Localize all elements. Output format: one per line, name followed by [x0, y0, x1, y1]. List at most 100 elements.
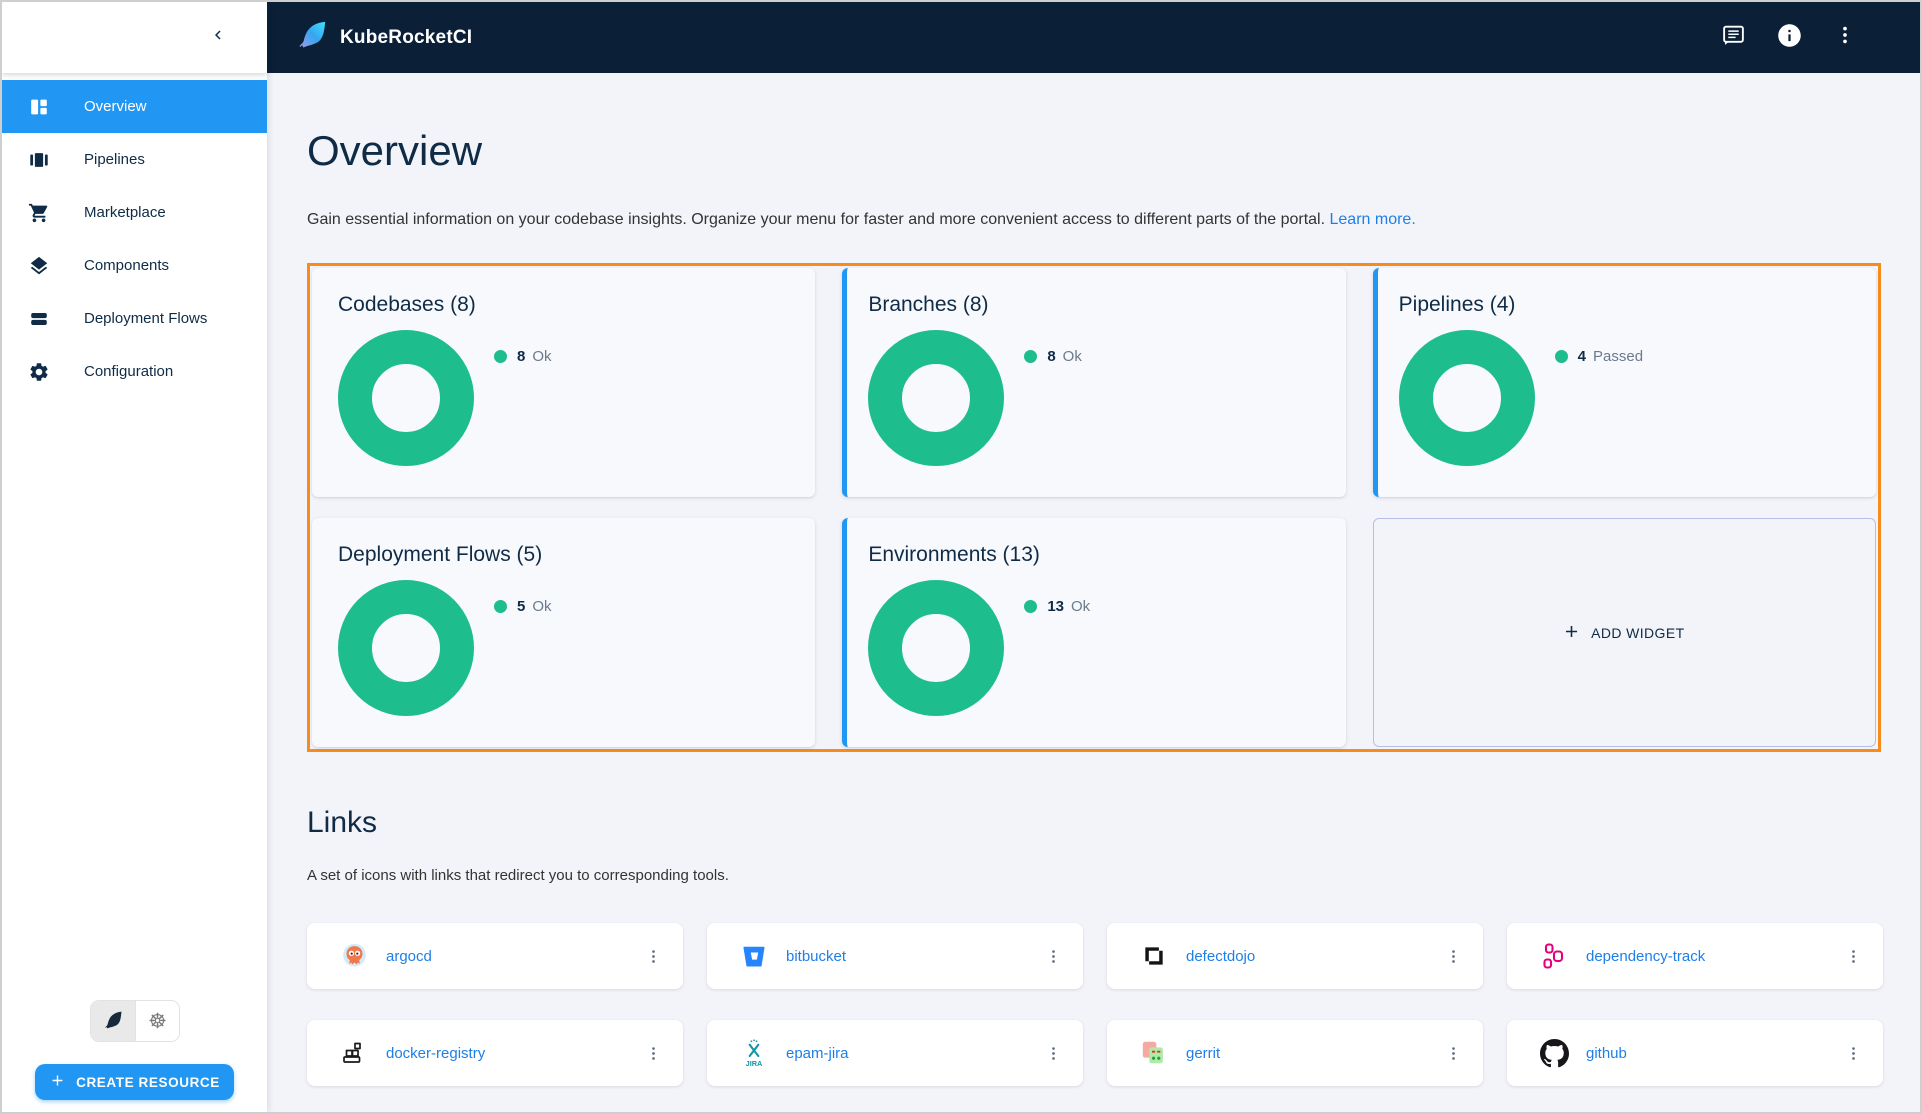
layers-icon	[27, 254, 51, 278]
sidebar-header	[2, 2, 267, 73]
link-name[interactable]: docker-registry	[386, 1045, 485, 1062]
shopping-cart-icon	[27, 201, 51, 225]
link-card-dependency-track: dependency-track	[1507, 923, 1883, 989]
link-card-argocd: argocd	[307, 923, 683, 989]
link-kebab-menu[interactable]	[1843, 1043, 1863, 1063]
link-name[interactable]: gerrit	[1186, 1045, 1220, 1062]
legend-count: 8	[1047, 348, 1055, 365]
links-grid: argocd bitbucket defectdojo	[307, 923, 1883, 1086]
legend-label: Passed	[1593, 348, 1643, 365]
kebab-menu-icon	[1834, 24, 1856, 51]
pipelines-icon	[27, 148, 51, 172]
link-card-epam-jira: JIRA epam-jira	[707, 1020, 1083, 1086]
sidebar-item-label: Pipelines	[84, 151, 145, 168]
more-menu-button[interactable]	[1832, 25, 1858, 51]
widget-title: Deployment Flows (5)	[338, 542, 787, 568]
add-widget-button[interactable]: ADD WIDGET	[1373, 518, 1876, 747]
widget-title: Pipelines (4)	[1399, 292, 1848, 318]
chart-legend: 4 Passed	[1555, 348, 1643, 365]
link-kebab-menu[interactable]	[643, 946, 663, 966]
gerrit-diff-icon	[1139, 1038, 1169, 1068]
learn-more-link[interactable]: Learn more.	[1330, 211, 1416, 228]
legend-count: 8	[517, 348, 525, 365]
legend-dot	[494, 600, 507, 613]
donut-ring	[868, 330, 1004, 466]
sidebar-item-label: Marketplace	[84, 204, 166, 221]
feedback-chat-button[interactable]	[1720, 25, 1746, 51]
widgets-edit-region: Codebases (8) 8 Ok Branches (8) 8	[307, 263, 1881, 752]
sidebar: Overview Pipelines Marketplace Component…	[2, 2, 267, 1112]
container-stack-icon	[339, 1038, 369, 1068]
dashboard-icon	[27, 95, 51, 119]
app-window: Overview Pipelines Marketplace Component…	[0, 0, 1922, 1114]
legend-count: 5	[517, 598, 525, 615]
stacked-bars-icon	[27, 307, 51, 331]
plus-icon	[49, 1072, 66, 1092]
info-button[interactable]	[1776, 25, 1802, 51]
sidebar-item-overview[interactable]: Overview	[2, 80, 267, 133]
bitbucket-icon	[739, 941, 769, 971]
page-description-text: Gain essential information on your codeb…	[307, 211, 1325, 228]
donut-ring	[868, 580, 1004, 716]
kuberocketci-logo-icon	[297, 20, 327, 55]
legend-label: Ok	[1071, 598, 1090, 615]
page-title: Overview	[307, 127, 482, 175]
legend-dot	[1024, 350, 1037, 363]
legend-label: Ok	[532, 348, 551, 365]
link-kebab-menu[interactable]	[1443, 1043, 1463, 1063]
link-name[interactable]: epam-jira	[786, 1045, 849, 1062]
link-name[interactable]: github	[1586, 1045, 1627, 1062]
chart-legend: 8 Ok	[494, 348, 552, 365]
view-toggle-group: ☸	[90, 1000, 180, 1042]
jira-figure-icon: JIRA	[739, 1038, 769, 1068]
widget-card-branches: Branches (8) 8 Ok	[842, 268, 1345, 497]
link-name[interactable]: defectdojo	[1186, 948, 1255, 965]
create-resource-button[interactable]: CREATE RESOURCE	[35, 1064, 234, 1100]
widget-title: Codebases (8)	[338, 292, 787, 318]
main-content: Overview Gain essential information on y…	[267, 73, 1920, 1112]
brand: KubeRocketCI	[297, 20, 472, 55]
sidebar-item-label: Deployment Flows	[84, 310, 207, 327]
sidebar-collapse-button[interactable]	[205, 25, 231, 51]
links-section-title: Links	[307, 806, 377, 840]
link-kebab-menu[interactable]	[1843, 946, 1863, 966]
donut-chart-codebases: 8 Ok	[338, 330, 787, 466]
toggle-feather-view-button[interactable]	[91, 1001, 135, 1041]
sidebar-item-pipelines[interactable]: Pipelines	[2, 133, 267, 186]
link-kebab-menu[interactable]	[1443, 946, 1463, 966]
donut-ring	[338, 330, 474, 466]
link-kebab-menu[interactable]	[1043, 946, 1063, 966]
sidebar-item-components[interactable]: Components	[2, 239, 267, 292]
widget-title: Branches (8)	[868, 292, 1317, 318]
toggle-kubernetes-view-button[interactable]: ☸	[135, 1001, 179, 1041]
chart-legend: 5 Ok	[494, 598, 552, 615]
link-name[interactable]: argocd	[386, 948, 432, 965]
add-widget-label: ADD WIDGET	[1591, 625, 1684, 641]
widget-card-pipelines: Pipelines (4) 4 Passed	[1373, 268, 1876, 497]
chevron-left-icon	[209, 26, 227, 49]
gear-icon	[27, 360, 51, 384]
link-name[interactable]: dependency-track	[1586, 948, 1705, 965]
donut-ring	[338, 580, 474, 716]
donut-ring	[1399, 330, 1535, 466]
links-section-description: A set of icons with links that redirect …	[307, 867, 729, 884]
defectdojo-icon	[1139, 941, 1169, 971]
top-navbar: KubeRocketCI	[267, 2, 1920, 73]
donut-chart-branches: 8 Ok	[868, 330, 1317, 466]
link-kebab-menu[interactable]	[643, 1043, 663, 1063]
link-name[interactable]: bitbucket	[786, 948, 846, 965]
chart-legend: 8 Ok	[1024, 348, 1082, 365]
legend-count: 4	[1578, 348, 1586, 365]
sidebar-nav: Overview Pipelines Marketplace Component…	[2, 73, 267, 398]
dependency-track-icon	[1539, 941, 1569, 971]
sidebar-item-deployment-flows[interactable]: Deployment Flows	[2, 292, 267, 345]
sidebar-item-marketplace[interactable]: Marketplace	[2, 186, 267, 239]
link-kebab-menu[interactable]	[1043, 1043, 1063, 1063]
sidebar-item-configuration[interactable]: Configuration	[2, 345, 267, 398]
donut-chart-environments: 13 Ok	[868, 580, 1317, 716]
widget-card-environments: Environments (13) 13 Ok	[842, 518, 1345, 747]
legend-count: 13	[1047, 598, 1064, 615]
brand-name: KubeRocketCI	[340, 27, 472, 49]
github-octocat-icon	[1539, 1038, 1569, 1068]
legend-dot	[1024, 600, 1037, 613]
